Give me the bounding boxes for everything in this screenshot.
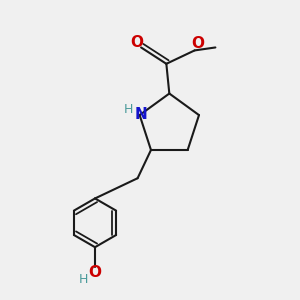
Text: H: H <box>124 103 133 116</box>
Text: H: H <box>79 273 88 286</box>
Text: O: O <box>191 36 204 51</box>
Text: O: O <box>88 265 101 280</box>
Text: O: O <box>130 34 143 50</box>
Text: N: N <box>135 107 148 122</box>
